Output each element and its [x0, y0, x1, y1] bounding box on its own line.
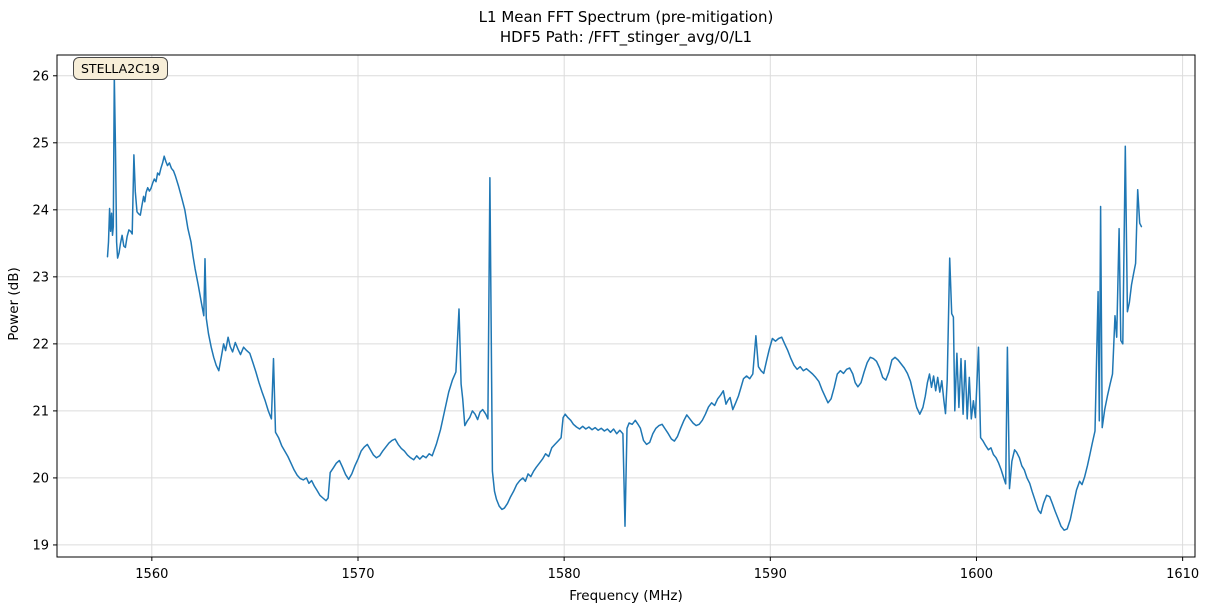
y-tick-label: 25	[32, 136, 49, 151]
annotation-box: STELLA2C19	[73, 57, 168, 80]
x-tick-label: 1580	[548, 567, 581, 582]
x-tick-label: 1590	[754, 567, 787, 582]
x-tick-label: 1570	[341, 567, 374, 582]
y-axis-label: Power (dB)	[6, 267, 22, 341]
chart-subtitle: HDF5 Path: /FFT_stinger_avg/0/L1	[499, 28, 753, 46]
y-tick-label: 26	[32, 69, 49, 84]
x-axis-label: Frequency (MHz)	[569, 588, 683, 604]
y-tick-label: 19	[32, 538, 49, 553]
annotation-label: STELLA2C19	[81, 61, 160, 76]
x-tick-label: 1560	[135, 567, 168, 582]
spectrum-line	[106, 75, 1143, 531]
chart-title: L1 Mean FFT Spectrum (pre-mitigation)	[478, 8, 774, 26]
y-tick-label: 21	[32, 404, 49, 419]
x-tick-label: 1600	[960, 567, 993, 582]
y-tick-label: 24	[32, 203, 49, 218]
y-tick-label: 22	[32, 337, 49, 352]
x-tick-label: 1610	[1166, 567, 1199, 582]
y-tick-label: 23	[32, 270, 49, 285]
y-tick-label: 20	[32, 471, 49, 486]
plot-frame	[56, 54, 1196, 558]
